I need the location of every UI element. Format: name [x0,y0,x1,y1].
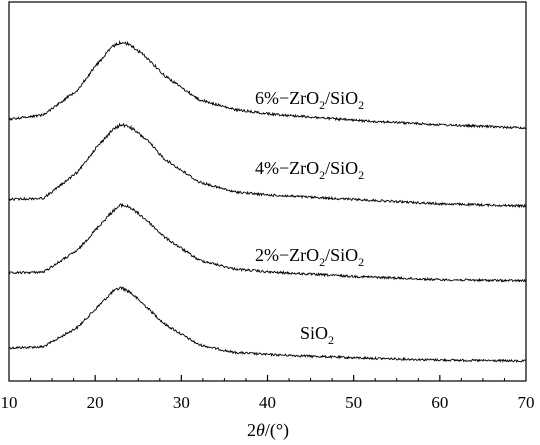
x-tick-label: 50 [345,393,362,412]
series-line [8,39,527,130]
x-axis-label: 2θ/(°) [247,420,289,441]
x-tick-label: 10 [1,393,18,412]
series-label: 2%−ZrO2/SiO2 [255,245,364,269]
curves-layer [8,39,527,364]
x-tick-label: 60 [431,393,448,412]
series-line [8,286,527,364]
x-tick-label: 40 [259,393,276,412]
series-line [8,122,527,209]
series-label: 4%−ZrO2/SiO2 [255,158,364,182]
x-tick-label: 20 [87,393,104,412]
series-labels: SiO2 2%−ZrO2/SiO2 4%−ZrO2/SiO2 6%−ZrO2/SiO2 [255,88,364,347]
series-line [8,202,527,283]
series-label: SiO2 [300,323,334,347]
x-tick-label: 30 [173,393,190,412]
x-tick-label: 70 [518,393,535,412]
x-axis-tick-labels: 10 20 30 40 50 60 70 [1,393,535,412]
series-label: 6%−ZrO2/SiO2 [255,88,364,112]
plot-frame [8,1,527,382]
x-axis-ticks [30,375,505,381]
